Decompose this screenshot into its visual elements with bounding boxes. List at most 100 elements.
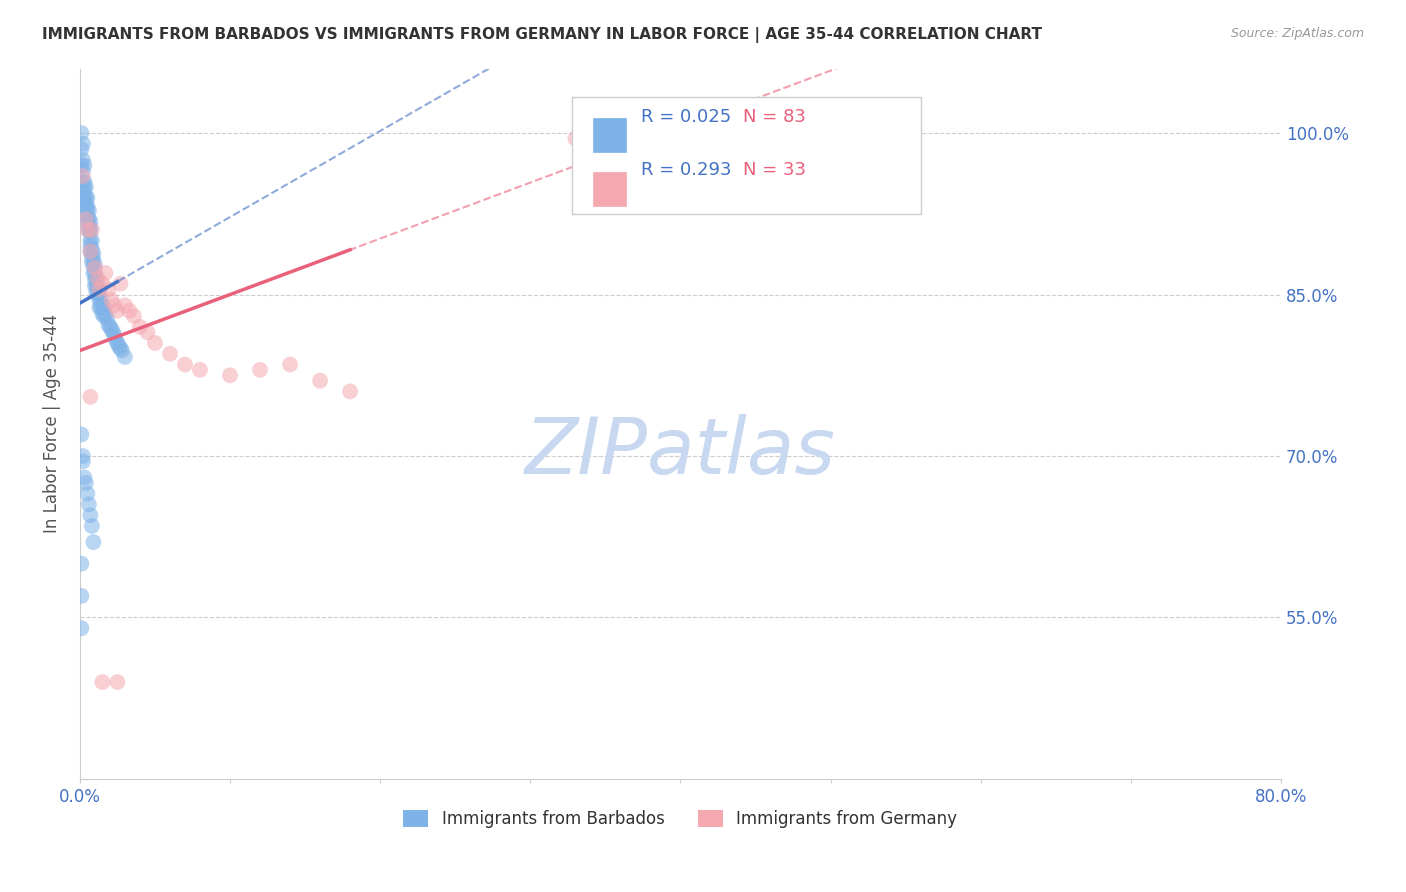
Point xyxy=(97,318,120,332)
Point xyxy=(86,271,108,285)
Point xyxy=(75,202,97,216)
Point xyxy=(70,142,93,156)
FancyBboxPatch shape xyxy=(593,119,626,153)
Point xyxy=(72,175,94,189)
Point xyxy=(80,519,103,533)
Point xyxy=(79,508,101,523)
Point xyxy=(107,303,129,318)
Point xyxy=(249,363,271,377)
Text: Source: ZipAtlas.com: Source: ZipAtlas.com xyxy=(1230,27,1364,40)
Point xyxy=(75,180,97,194)
Point xyxy=(75,475,97,490)
Point xyxy=(174,358,197,372)
Point xyxy=(103,328,125,343)
Point xyxy=(90,293,112,307)
Point xyxy=(111,343,134,358)
Point xyxy=(103,298,125,312)
Point xyxy=(97,282,120,296)
Text: R = 0.025: R = 0.025 xyxy=(641,108,731,126)
Point xyxy=(77,223,100,237)
Point xyxy=(100,293,122,307)
Point xyxy=(83,257,105,271)
Point xyxy=(70,589,93,603)
Point xyxy=(73,186,96,200)
Point xyxy=(79,390,101,404)
Point xyxy=(110,277,132,291)
Point xyxy=(89,301,111,315)
Point xyxy=(82,246,104,260)
Point xyxy=(93,309,115,323)
Point xyxy=(79,244,101,259)
Point xyxy=(98,319,121,334)
Point xyxy=(96,311,118,326)
Point xyxy=(75,196,97,211)
Point xyxy=(80,249,103,263)
Point xyxy=(79,214,101,228)
Point xyxy=(83,279,105,293)
Point xyxy=(188,363,211,377)
Point xyxy=(86,285,108,300)
Point xyxy=(309,374,332,388)
Text: N = 83: N = 83 xyxy=(742,108,806,126)
Point xyxy=(72,136,94,151)
Point xyxy=(136,325,159,339)
Point xyxy=(72,153,94,167)
Point xyxy=(100,322,122,336)
Point xyxy=(93,301,115,315)
Point xyxy=(79,225,101,239)
Point xyxy=(76,199,98,213)
Point xyxy=(104,333,127,347)
Text: IMMIGRANTS FROM BARBADOS VS IMMIGRANTS FROM GERMANY IN LABOR FORCE | AGE 35-44 C: IMMIGRANTS FROM BARBADOS VS IMMIGRANTS F… xyxy=(42,27,1042,43)
Point xyxy=(80,234,103,248)
Point xyxy=(76,486,98,500)
Point xyxy=(108,339,131,353)
Text: N = 33: N = 33 xyxy=(742,161,806,179)
Point xyxy=(83,266,105,280)
Point xyxy=(278,358,301,372)
Point xyxy=(114,350,136,364)
Point xyxy=(564,131,586,145)
Point xyxy=(159,347,181,361)
Point xyxy=(90,301,112,315)
Legend: Immigrants from Barbados, Immigrants from Germany: Immigrants from Barbados, Immigrants fro… xyxy=(396,803,965,835)
Point xyxy=(118,303,141,318)
Point xyxy=(76,210,98,224)
Point xyxy=(89,282,111,296)
Point xyxy=(91,298,114,312)
Point xyxy=(79,220,101,235)
Point xyxy=(73,191,96,205)
Point xyxy=(101,325,124,339)
Point xyxy=(94,266,117,280)
Point xyxy=(94,307,117,321)
Point xyxy=(75,212,97,227)
Point xyxy=(107,675,129,690)
Text: ZIPatlas: ZIPatlas xyxy=(524,414,835,490)
Point xyxy=(80,243,103,257)
Point xyxy=(77,203,100,218)
Point xyxy=(129,319,152,334)
Point xyxy=(76,223,98,237)
Point xyxy=(82,253,104,268)
Point xyxy=(91,277,114,291)
Point xyxy=(73,175,96,189)
Point xyxy=(82,535,104,549)
Point xyxy=(80,255,103,269)
Point xyxy=(89,285,111,300)
Point xyxy=(87,271,110,285)
Point xyxy=(70,621,93,635)
Point xyxy=(91,307,114,321)
Point xyxy=(73,470,96,484)
Point xyxy=(83,272,105,286)
Point xyxy=(72,449,94,463)
Point xyxy=(107,336,129,351)
Point xyxy=(82,266,104,280)
Point xyxy=(76,203,98,218)
Point xyxy=(70,158,93,172)
Point xyxy=(70,557,93,571)
Point xyxy=(72,163,94,178)
Point xyxy=(82,260,104,274)
Point xyxy=(87,279,110,293)
Point xyxy=(143,336,166,351)
Point xyxy=(76,191,98,205)
Point xyxy=(72,169,94,183)
